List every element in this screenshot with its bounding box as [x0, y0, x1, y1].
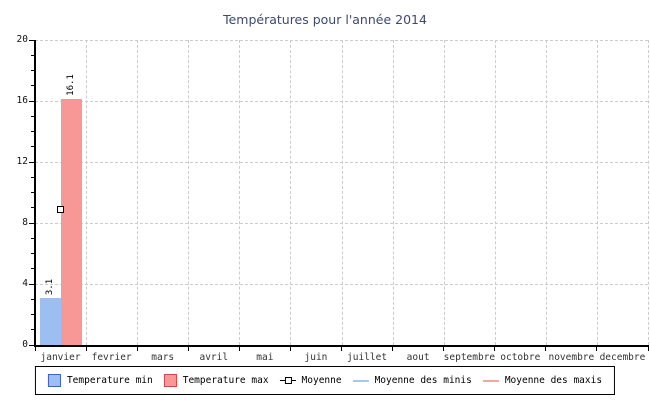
legend-item-label: Moyenne: [301, 375, 342, 386]
v-gridline: [648, 40, 649, 345]
y-axis-line: [34, 40, 36, 347]
y-tick: [31, 253, 34, 254]
y-tick: [29, 283, 34, 285]
y-tick: [29, 161, 34, 163]
x-tick: [494, 347, 496, 351]
x-category-label: decembre: [599, 352, 646, 363]
y-tick-label: 16: [16, 95, 28, 106]
x-tick: [647, 347, 649, 351]
v-gridline: [137, 40, 139, 345]
x-category-label: avril: [199, 352, 229, 363]
legend-item-moyenne-des-maxis: Moyenne des maxis: [482, 375, 603, 386]
x-tick: [136, 347, 138, 351]
legend-square-marker-icon: [279, 376, 296, 385]
bar-temperature-min: [39, 297, 61, 345]
bar-value-label: 16.1: [65, 74, 76, 97]
legend-swatch-icon: [47, 374, 61, 387]
x-axis-line: [34, 345, 649, 347]
y-tick: [29, 100, 34, 102]
x-category-label: mai: [256, 352, 274, 363]
x-tick: [545, 347, 547, 351]
x-tick: [187, 347, 189, 351]
v-gridline: [494, 40, 496, 345]
x-tick: [341, 347, 342, 351]
legend-item-temperature-min: Temperature min: [47, 374, 153, 387]
y-tick: [31, 268, 34, 270]
v-gridline: [239, 40, 241, 345]
v-gridline: [188, 40, 190, 345]
legend-item-moyenne: Moyenne: [279, 375, 342, 386]
y-tick: [31, 131, 34, 132]
y-tick: [31, 314, 34, 315]
legend-item-label: Moyenne des maxis: [504, 375, 603, 386]
legend-item-temperature-max: Temperature max: [163, 374, 269, 387]
legend-swatch-icon: [163, 374, 177, 387]
y-tick: [31, 237, 34, 239]
y-tick-label: 4: [22, 278, 28, 289]
x-category-label: novembre: [548, 352, 595, 363]
y-tick: [31, 207, 34, 209]
x-tick: [238, 347, 240, 351]
y-tick: [31, 54, 34, 56]
x-tick: [85, 347, 87, 351]
legend-line-icon: [482, 379, 499, 382]
x-tick: [392, 347, 394, 351]
x-category-label: juillet: [347, 352, 388, 363]
x-category-label: septembre: [443, 352, 496, 363]
v-gridline: [596, 40, 598, 345]
legend-item-label: Temperature max: [182, 375, 269, 386]
y-tick: [31, 298, 34, 300]
y-tick: [31, 192, 34, 193]
bar-temperature-max: [60, 99, 82, 345]
legend-item-label: Moyenne des minis: [374, 375, 472, 386]
x-category-label: octobre: [500, 352, 541, 363]
x-tick: [443, 347, 445, 351]
y-tick: [31, 85, 34, 87]
x-tick: [34, 347, 36, 351]
v-gridline: [443, 40, 445, 345]
v-gridline: [545, 40, 547, 345]
x-tick: [289, 347, 291, 351]
x-tick: [596, 347, 598, 351]
y-tick-label: 8: [22, 217, 28, 228]
y-tick: [29, 222, 34, 224]
v-gridline: [86, 40, 88, 345]
x-category-label: fevrier: [91, 352, 132, 363]
v-gridline: [392, 40, 394, 345]
y-tick: [31, 176, 34, 178]
y-tick: [31, 70, 34, 71]
y-tick: [29, 344, 34, 346]
v-gridline: [341, 40, 343, 345]
x-category-label: aout: [406, 352, 430, 363]
x-category-label: juin: [304, 352, 328, 363]
legend-item-label: Temperature min: [66, 375, 153, 386]
y-tick-label: 0: [22, 339, 28, 350]
y-tick: [29, 39, 34, 41]
legend: Temperature min Temperature max Moyenne Moy…: [34, 366, 616, 395]
y-tick-label: 12: [16, 156, 28, 167]
v-gridline: [290, 40, 292, 345]
y-tick: [31, 115, 34, 117]
legend-line-icon: [352, 379, 369, 382]
y-tick-label: 20: [16, 34, 28, 45]
legend-item-moyenne-des-minis: Moyenne des minis: [352, 375, 472, 386]
x-category-label: janvier: [40, 352, 81, 363]
y-tick: [31, 329, 34, 331]
x-category-label: mars: [151, 352, 175, 363]
moyenne-marker: [57, 205, 65, 213]
chart-title: Températures pour l'année 2014: [223, 12, 427, 27]
y-tick: [31, 146, 34, 148]
bar-value-label: 3.1: [45, 278, 56, 295]
